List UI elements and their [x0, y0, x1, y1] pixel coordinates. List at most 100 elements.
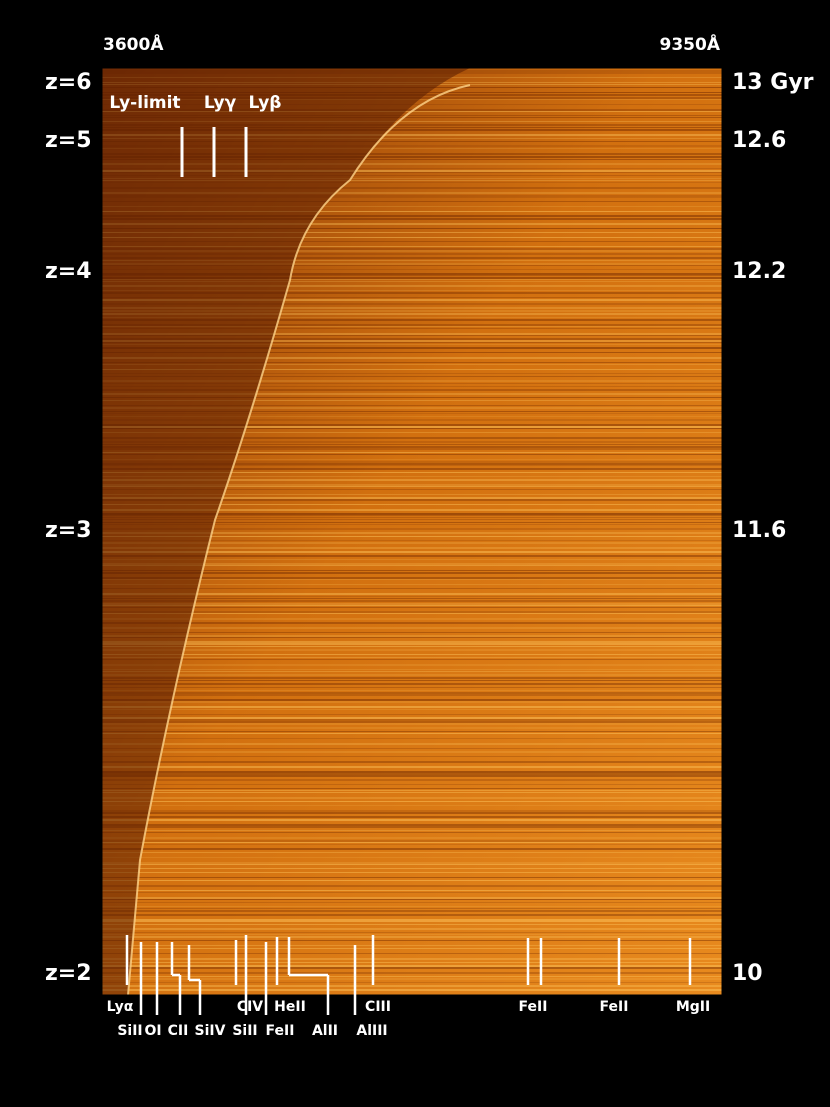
line-label: Lyα [107, 999, 134, 1015]
stripe [102, 479, 722, 481]
stripe [102, 299, 722, 301]
age-label: 12.2 [732, 259, 786, 284]
stripe [102, 201, 722, 202]
stripe [102, 273, 722, 275]
stripe [102, 664, 722, 666]
stripe [102, 246, 722, 247]
stripe [102, 437, 722, 439]
stripe [102, 840, 722, 842]
stripe [102, 324, 722, 326]
stripe [102, 168, 722, 169]
stripe [102, 141, 722, 142]
stripe [102, 517, 722, 518]
stripe [102, 921, 722, 922]
stripe [102, 269, 722, 270]
stripe [102, 178, 722, 179]
stripe [102, 263, 722, 265]
line-label: OI [144, 1023, 161, 1039]
age-label: 12.6 [732, 128, 786, 153]
stripe [102, 727, 722, 729]
stripe [102, 618, 722, 620]
stripe [102, 342, 722, 343]
line-label: CIII [365, 999, 391, 1015]
stripe [102, 792, 722, 793]
stripe [102, 824, 722, 826]
stripe [102, 407, 722, 409]
stripe [102, 902, 722, 903]
stripe [102, 872, 722, 873]
stripe [102, 584, 722, 585]
stripe [102, 948, 722, 949]
stripe [102, 936, 722, 938]
stripe [102, 461, 722, 463]
stripe [102, 497, 722, 499]
stripe [102, 515, 722, 516]
line-label: Lyβ [249, 93, 282, 113]
stripe [102, 333, 722, 335]
stripe [102, 486, 722, 487]
stripe [102, 593, 722, 595]
stripe [102, 532, 722, 534]
stripe [102, 934, 722, 935]
stripe [102, 677, 722, 679]
stripe [102, 476, 722, 477]
stripe [102, 611, 722, 613]
stripe [102, 197, 722, 198]
stripe [102, 357, 722, 359]
stripe [102, 603, 722, 605]
line-label: AlII [312, 1023, 338, 1039]
stripe [102, 536, 722, 537]
stripe [102, 400, 722, 401]
stripe [102, 748, 722, 749]
stripe [102, 694, 722, 696]
stripe [102, 756, 722, 757]
stripe [102, 369, 722, 370]
stripe [102, 180, 722, 181]
stripe [102, 906, 722, 907]
stripe [102, 121, 722, 122]
stripe [102, 448, 722, 450]
stripe [102, 468, 722, 470]
stripe [102, 228, 722, 229]
stripe [102, 588, 722, 589]
stripe [102, 897, 722, 899]
line-label: Ly-limit [109, 93, 180, 113]
stripe [102, 303, 722, 305]
stripe [102, 953, 722, 954]
stripe [102, 393, 722, 395]
stripe [102, 528, 722, 530]
stripe [102, 812, 722, 814]
image-border [101, 67, 723, 996]
stripe [102, 441, 722, 443]
stripe [102, 910, 722, 912]
stripe [102, 940, 722, 941]
stripe [102, 596, 722, 597]
stripe [102, 145, 722, 147]
stripe [102, 885, 722, 887]
stripe [102, 182, 722, 183]
stripe [102, 494, 722, 495]
stripe [102, 577, 722, 579]
stripe [102, 424, 722, 426]
stripe [102, 982, 722, 983]
stripe [102, 376, 722, 377]
stripe [102, 159, 722, 160]
stripe [102, 572, 722, 574]
stripe [102, 680, 722, 681]
stripe [102, 646, 722, 647]
stripe [102, 773, 722, 775]
stripe [102, 172, 722, 173]
stripe [102, 124, 722, 126]
redshift-label: z=2 [45, 961, 92, 986]
stripe [102, 607, 722, 608]
stripe [102, 899, 722, 900]
stripe [102, 674, 722, 676]
stripe [102, 206, 722, 207]
stripe [102, 192, 722, 194]
stripe [102, 364, 722, 365]
stripe [102, 659, 722, 660]
stripe [102, 175, 722, 176]
stripe [102, 248, 722, 250]
stripe [102, 890, 722, 891]
